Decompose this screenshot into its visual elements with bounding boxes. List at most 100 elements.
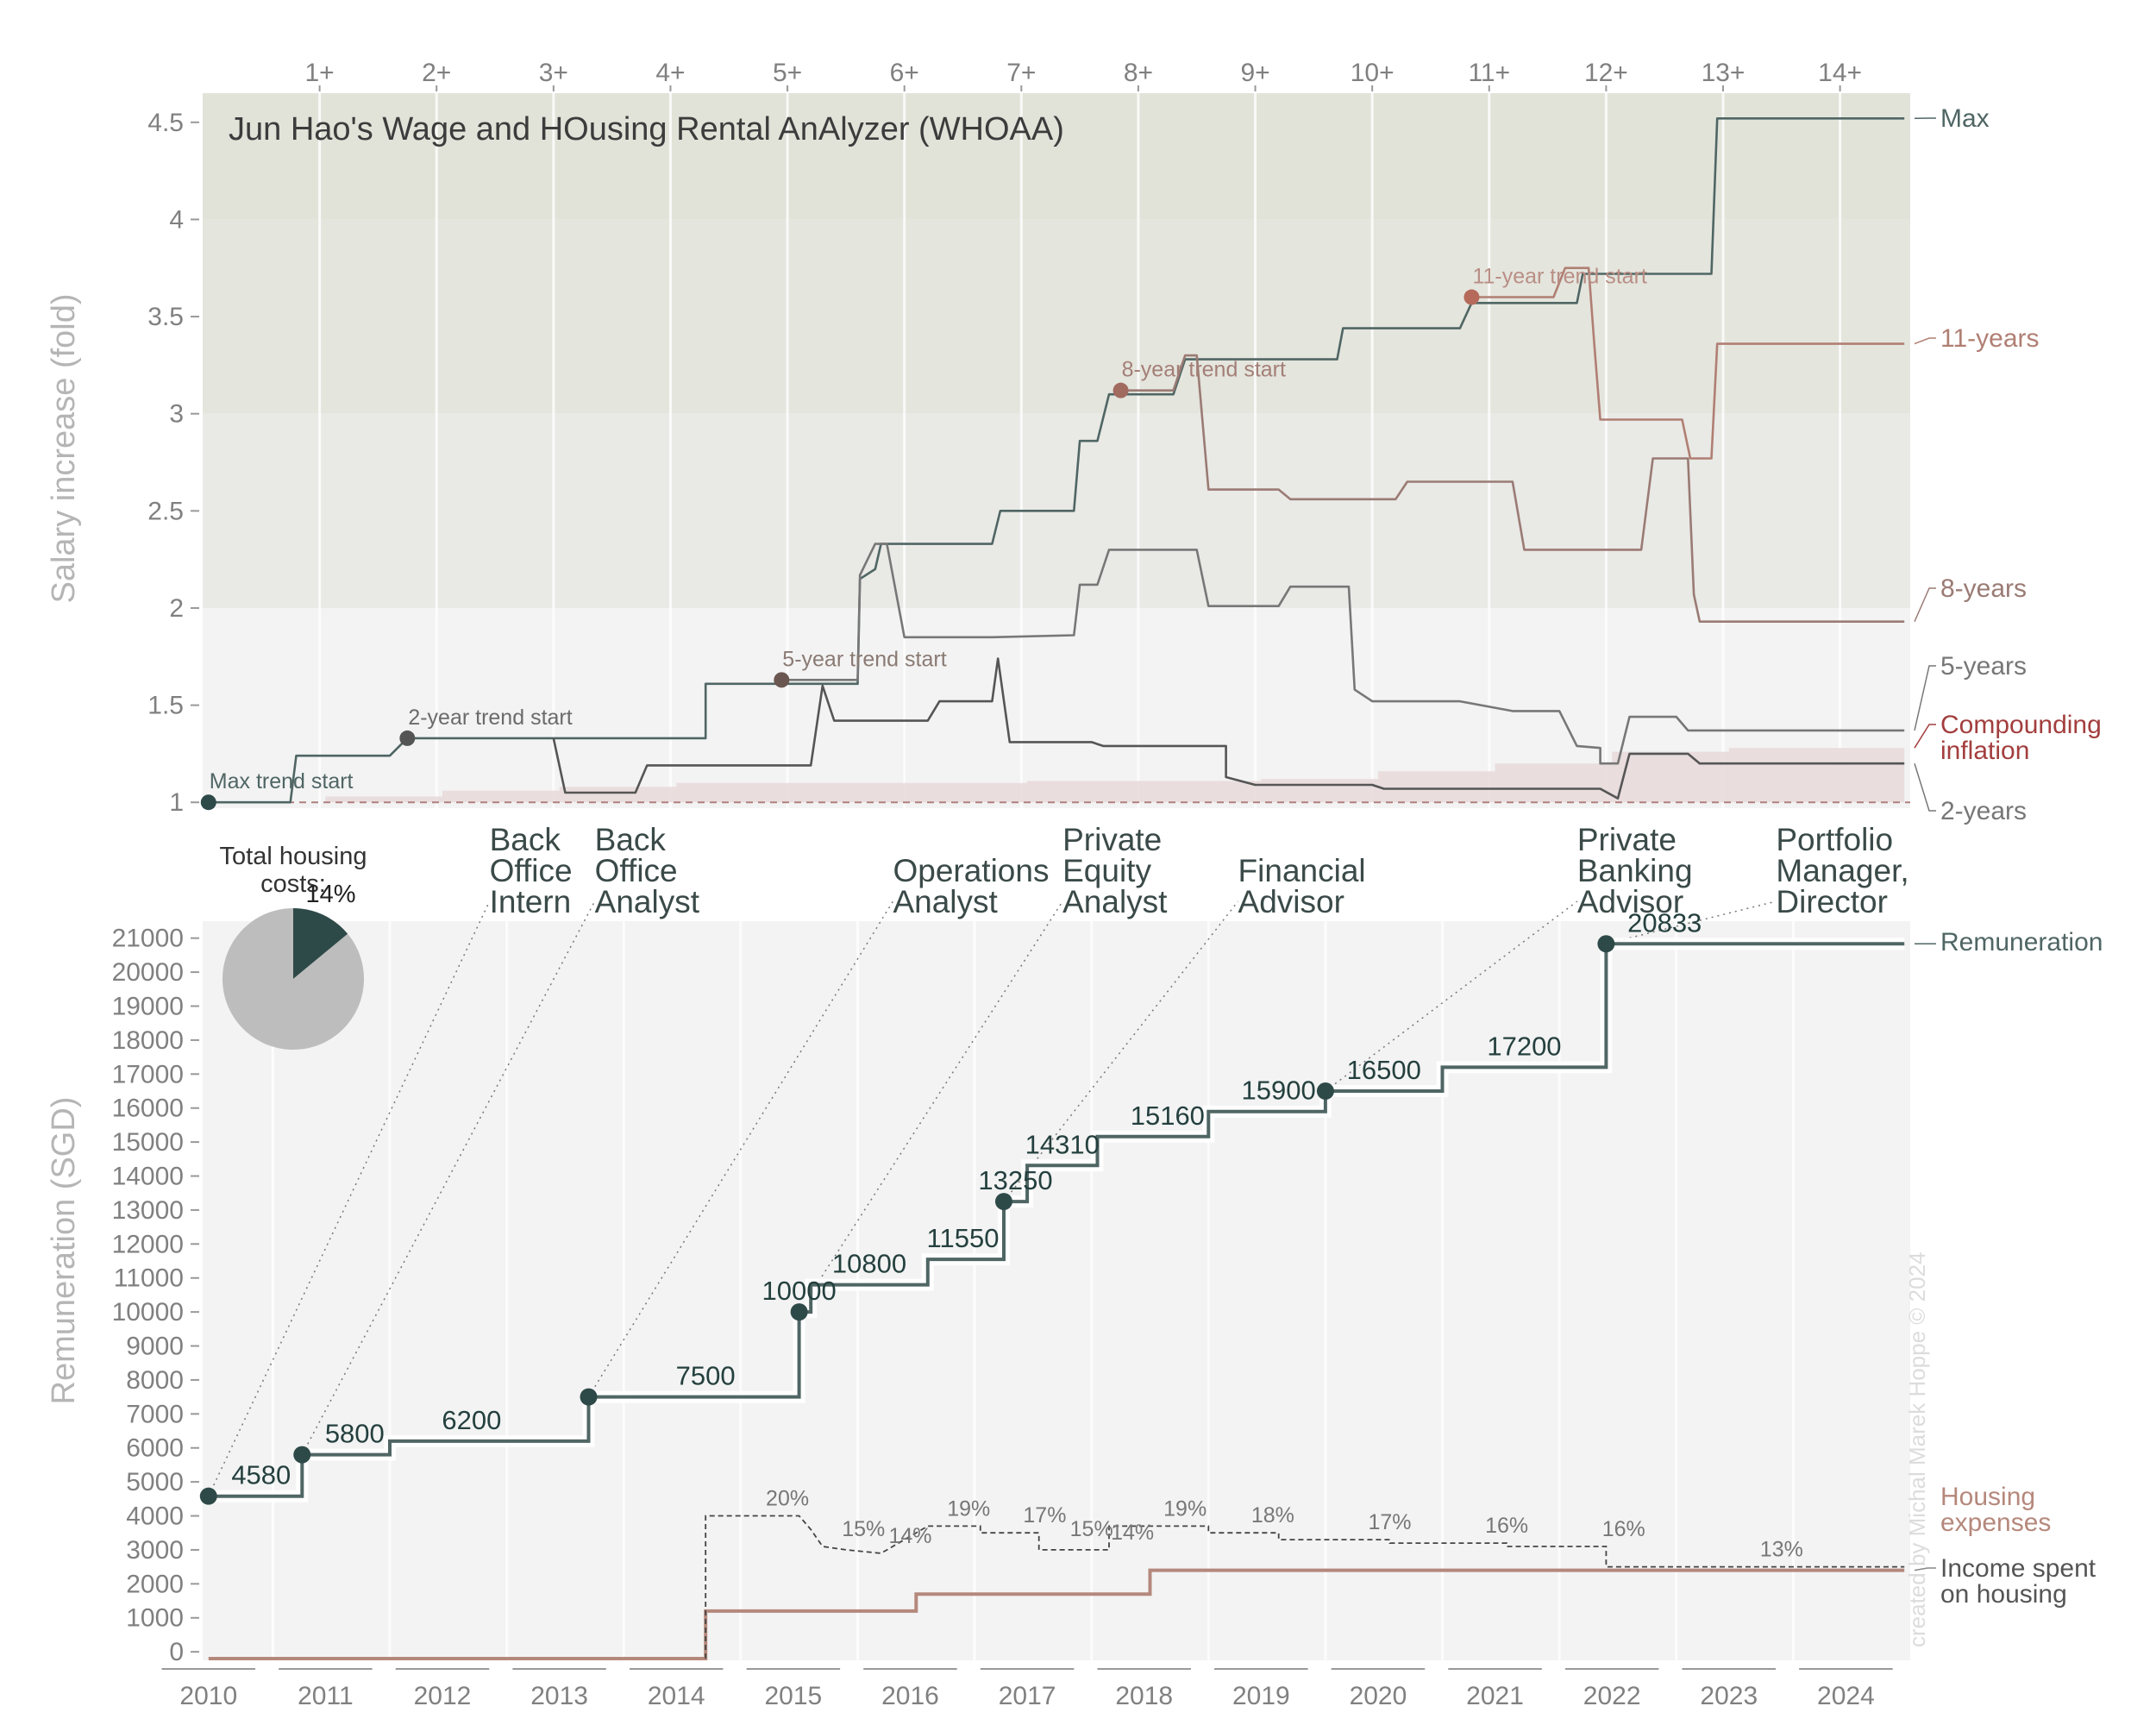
trend-start-marker [1112,382,1129,398]
job-title-line: Financial [1238,853,1366,888]
remuneration-value-label: 10000 [762,1276,837,1306]
series-label: Max [1940,104,1990,133]
y-tick-label: 11000 [114,1264,184,1293]
y-tick-label: 5000 [126,1468,184,1496]
job-change-marker [1316,1082,1334,1101]
trend-start-label: 2-year trend start [408,706,572,730]
y-tick-label: 6000 [126,1434,184,1463]
top-panel-axis: 1 1.5 2 2.5 3 3.5 4 4.5 1+ 2+ 3+ 4+ 5+ 6+ 7+ 8+ 9+ 10+ 11+… [147,59,1862,817]
trend-start-marker [774,672,790,688]
top-x-tick-label: 6+ [890,59,919,87]
x-tick-label: 2024 [1817,1682,1875,1710]
band-base [203,802,1910,808]
pie-slice-label: 14% [305,881,355,908]
top-x-tick-label: 11+ [1468,59,1510,87]
x-tick-label: 2019 [1232,1682,1290,1710]
top-x-tick-label: 14+ [1818,59,1862,87]
y-tick-label: 0 [169,1638,184,1666]
series-label: inflation [1940,737,2029,765]
x-tick-label: 2021 [1466,1682,1524,1710]
series-label-leader [1914,337,1936,345]
series-label-leader [1914,724,1936,749]
job-title-line: Director [1776,884,1888,919]
y-tick-label: 4 [169,205,184,234]
income-share-label: 17% [1023,1503,1066,1527]
top-x-tick-label: 9+ [1240,59,1269,87]
income-share-label: 13% [1760,1538,1803,1562]
income-share-label: 19% [1163,1496,1206,1521]
trend-start-label: 8-year trend start [1122,358,1286,382]
series-label: Remuneration [1940,928,2103,957]
remuneration-value-label: 14310 [1025,1129,1100,1159]
job-title-line: Portfolio [1776,822,1893,857]
top-x-tick-label: 2+ [422,59,451,87]
remuneration-value-label: 20833 [1627,907,1702,938]
bottom-panel-markers [199,935,1615,1505]
income-share-label: 15% [842,1517,885,1541]
series-label: 11-years [1940,324,2040,353]
job-title-line: Back [490,822,561,857]
job-title-line: Office [595,853,678,888]
top-x-tick-label: 8+ [1124,59,1153,87]
y-tick-label: 18000 [112,1026,184,1055]
bottom-panel-background [203,921,1910,1660]
income-share-labels: 20%15% 14%19% 17%15%14%19% 18% 17% 16% 16%13% [766,1487,1803,1562]
top-panel-markers: Max trend start 2-year trend start 5-year … [200,265,1647,811]
series-label: Compounding [1940,711,2102,739]
income-share-label: 16% [1485,1514,1528,1538]
job-connector [587,900,894,1398]
top-y-axis-label: Salary increase (fold) [46,293,82,603]
x-tick-label: 2013 [530,1682,588,1710]
income-share-label: 14% [888,1524,931,1548]
series-label-leader [1914,1567,1936,1571]
y-tick-label: 3000 [126,1536,184,1565]
job-connectors [208,900,1777,1497]
job-title-line: Analyst [595,884,700,919]
trend-start-marker [399,730,416,746]
job-title-line: Analyst [893,884,998,919]
y-tick-label: 3 [169,400,184,429]
remuneration-value-label: 17200 [1487,1031,1561,1061]
y-tick-label: 1000 [126,1604,184,1633]
y-tick-label: 16000 [112,1095,184,1123]
job-change-marker [199,1487,217,1505]
y-tick-label: 7000 [126,1400,184,1428]
top-x-tick-label: 5+ [773,59,802,87]
housing-line [208,1568,1905,1660]
job-title-line: Office [490,853,573,888]
remuneration-value-label: 11550 [927,1223,1000,1253]
y-tick-label: 17000 [112,1060,184,1088]
income-share-line [705,1515,1905,1659]
series-label-leader [1914,762,1936,812]
x-tick-label: 2014 [648,1682,705,1710]
job-title-line: Banking [1577,853,1693,888]
bottom-panel-axis: 0 1000 2000 3000 4000 5000 6000 7000 8000 9000 100… [112,925,1893,1710]
income-share-label: 18% [1251,1503,1294,1527]
top-x-tick-label: 12+ [1584,59,1628,87]
trend-start-label: 11-year trend start [1472,265,1646,289]
remuneration-value-label: 10800 [832,1249,906,1279]
top-panel-series-labels: Max 11-years 8-years 5-years Compoundinginfl… [1914,104,2102,825]
credit-watermark: created by Michal Marek Hoppe © 2024 [1904,1251,1930,1647]
x-tick-label: 2017 [999,1682,1056,1710]
top-x-tick-label: 7+ [1006,59,1036,87]
job-connector [208,900,491,1497]
top-panel-grid [318,93,1842,808]
x-tick-label: 2015 [764,1682,822,1710]
y-tick-label: 4.5 [147,109,184,137]
x-tick-label: 2023 [1700,1682,1758,1710]
job-connector [1325,900,1578,1092]
top-x-tick-label: 10+ [1351,59,1395,87]
y-tick-label: 13000 [112,1196,184,1225]
y-tick-label: 15000 [112,1128,184,1157]
trend-start-marker [1463,289,1480,305]
chart-title: Jun Hao's Wage and HOusing Rental AnAlyz… [229,111,1064,147]
trend-start-label: Max trend start [210,769,354,794]
trend-start-marker [200,794,216,811]
bottom-panel-lines [208,938,1905,1660]
job-change-marker [790,1303,808,1321]
job-title-line: Advisor [1577,884,1683,919]
series-label: Income spent [1940,1554,2096,1583]
y-tick-label: 1.5 [147,692,184,720]
